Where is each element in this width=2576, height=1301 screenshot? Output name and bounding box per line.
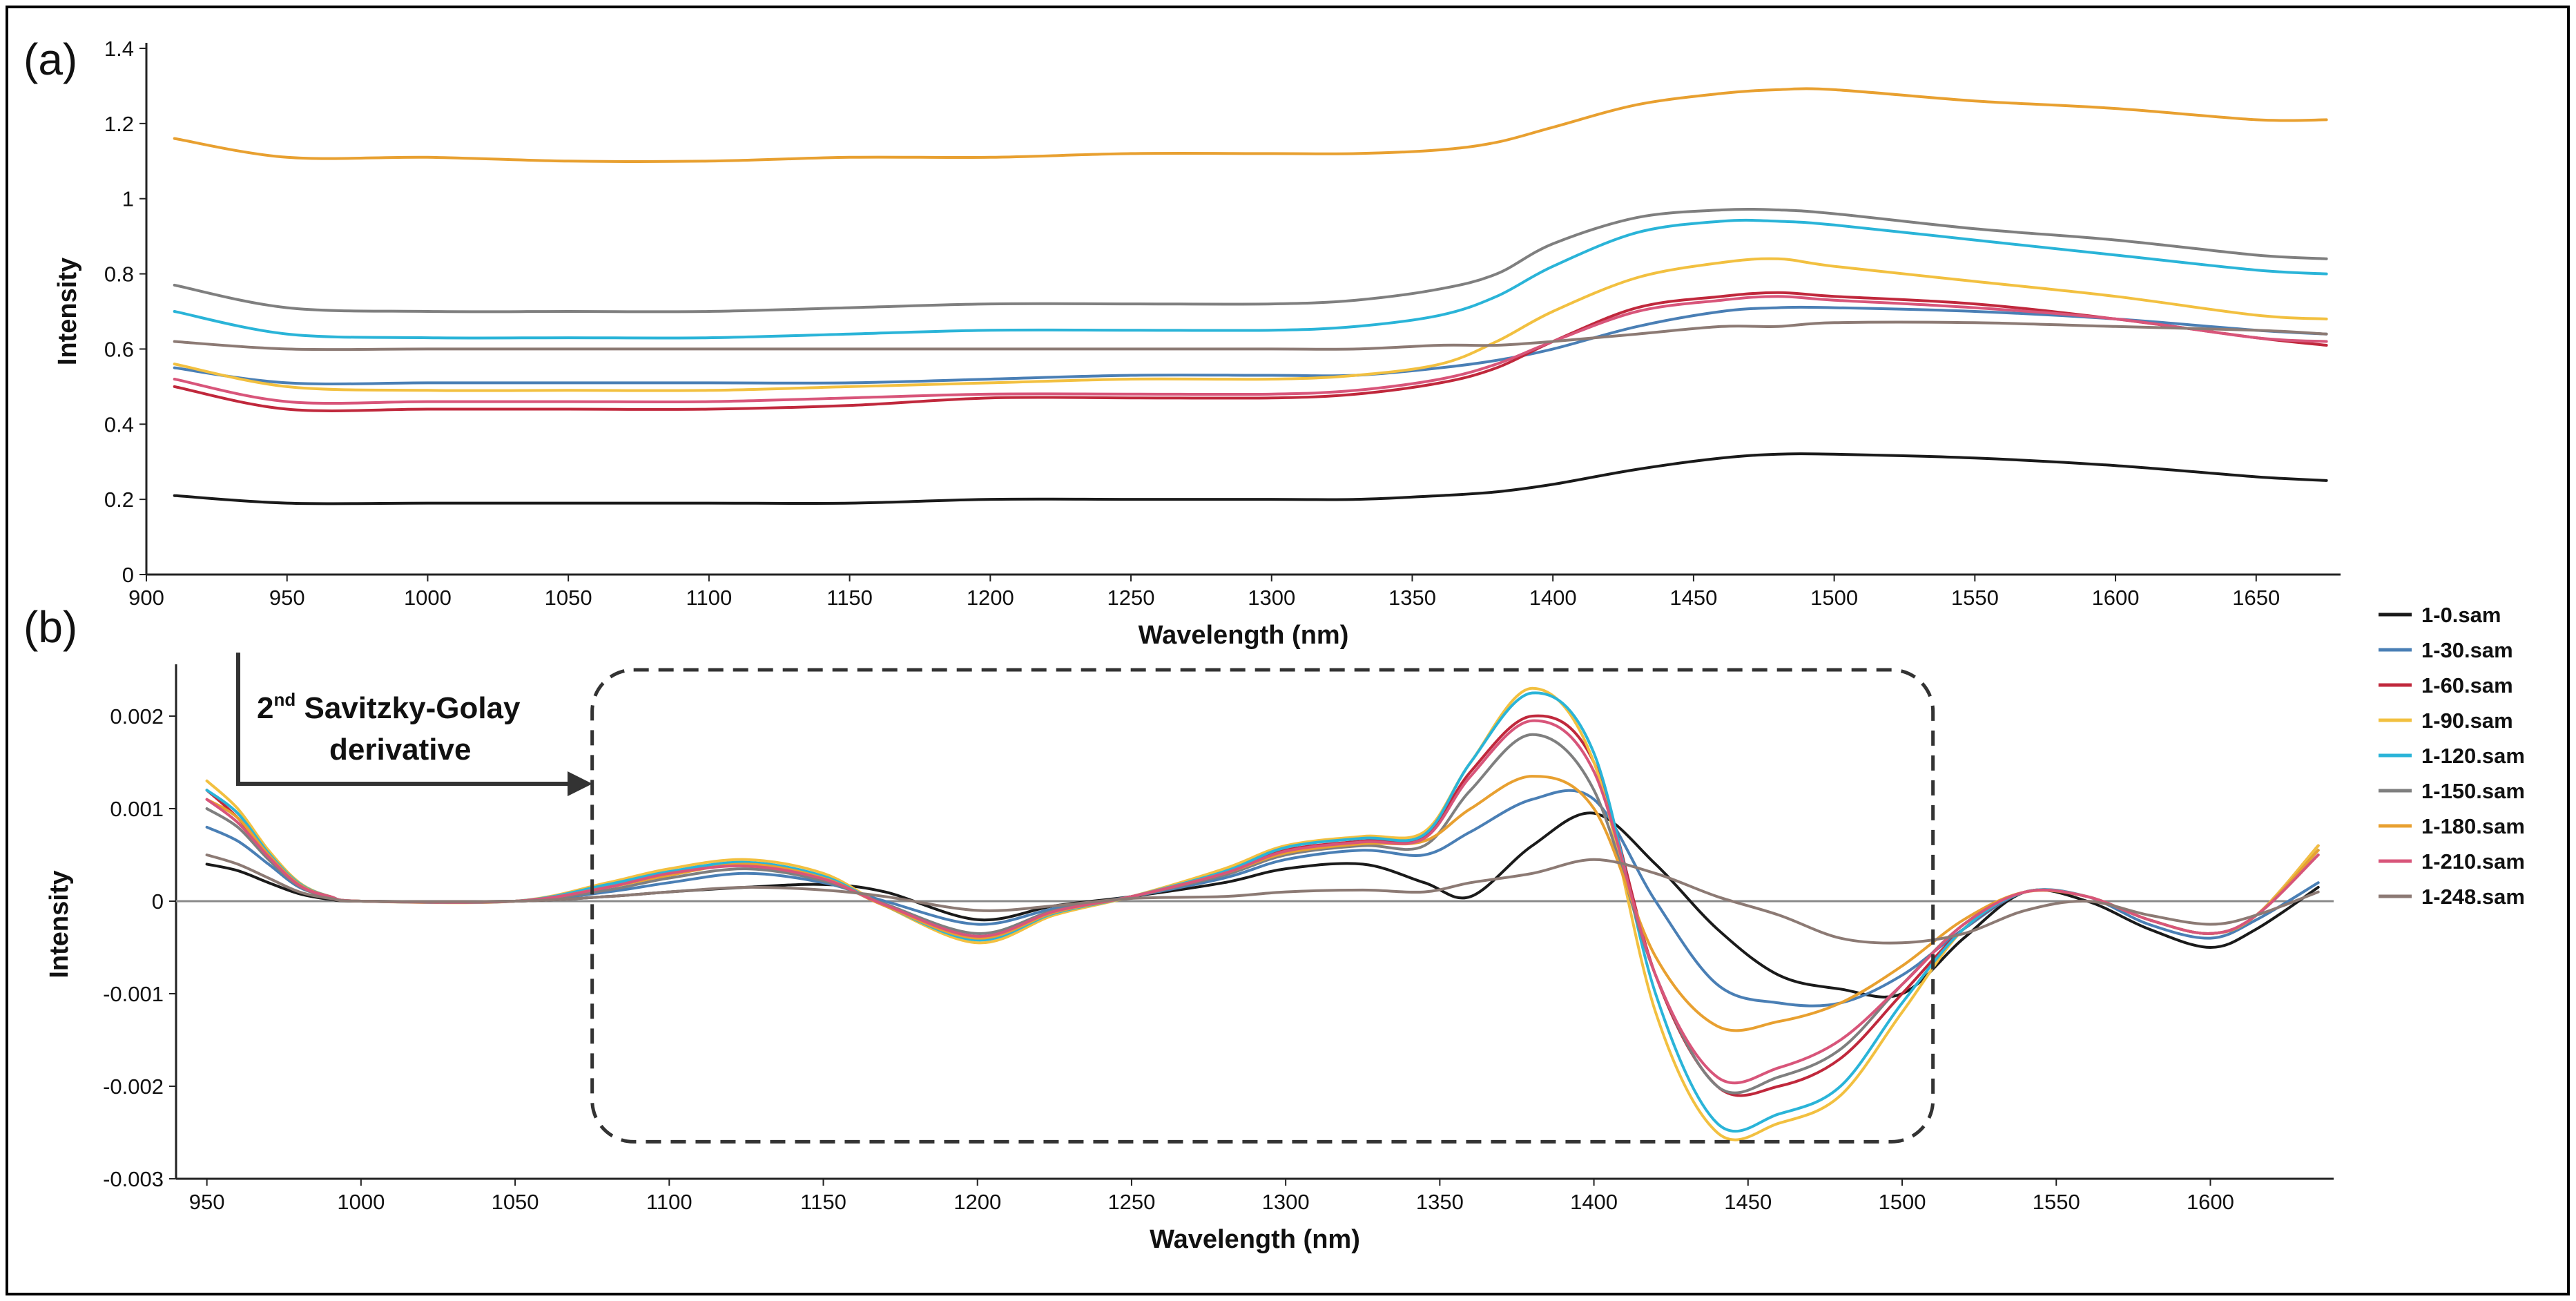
x-tick-label: 1500 — [1879, 1190, 1926, 1214]
x-tick-label: 1350 — [1416, 1190, 1464, 1214]
x-tick-label: 1350 — [1388, 586, 1436, 610]
y-tick-label: 0.4 — [104, 412, 134, 436]
highlight-region-box — [590, 668, 1935, 1144]
x-tick-label: 1150 — [800, 1190, 846, 1214]
annotation-superscript: nd — [273, 689, 296, 710]
x-tick-label: 1100 — [646, 1190, 693, 1214]
y-tick-label: 0.2 — [104, 488, 134, 512]
x-tick-label: 1100 — [686, 586, 733, 610]
y-tick-label: 0.6 — [104, 337, 134, 361]
legend-label: 1-30.sam — [2421, 638, 2513, 662]
x-tick-label: 1000 — [337, 1190, 385, 1214]
annotation-line-1: 2nd Savitzky-Golay — [257, 689, 521, 725]
x-tick-label: 1550 — [1951, 586, 1999, 610]
series-line-1-210-sam — [173, 295, 2328, 405]
panel-a-x-axis-title: Wavelength (nm) — [1139, 621, 1349, 650]
y-tick-label: 1 — [122, 187, 134, 211]
y-tick-label: -0.001 — [103, 982, 164, 1006]
legend-label: 1-248.sam — [2421, 885, 2525, 909]
series-line-1-150-sam — [173, 207, 2328, 314]
x-tick-label: 1600 — [2092, 586, 2140, 610]
panel-label-b: (b) — [23, 602, 77, 652]
panel-a: (a) 900 950 1000 1050 1100 1150 1200 1250 1300 13… — [23, 35, 2341, 650]
series-line-1-0-sam — [173, 452, 2328, 505]
y-tick-label: 0.001 — [110, 797, 164, 821]
x-tick-label: 1150 — [826, 586, 873, 610]
annotation-number: 2 — [257, 691, 273, 725]
y-tick-label: 1.2 — [104, 112, 134, 136]
x-tick-label: 950 — [269, 586, 305, 610]
y-tick-label: 0 — [152, 889, 164, 914]
x-tick-label: 1450 — [1669, 586, 1717, 610]
x-tick-label: 1200 — [953, 1190, 1001, 1214]
annotation-method: Savitzky-Golay — [296, 691, 521, 725]
legend-label: 1-180.sam — [2421, 814, 2525, 838]
panel-a-series — [173, 87, 2328, 505]
y-tick-label: 0.8 — [104, 262, 134, 287]
annotation-line-2: derivative — [329, 733, 471, 767]
x-tick-label: 1250 — [1107, 586, 1155, 610]
legend-label: 1-90.sam — [2421, 709, 2513, 733]
series-line-1-248-sam — [173, 320, 2328, 351]
x-tick-label: 1000 — [404, 586, 452, 610]
series-line-1-248-sam — [205, 854, 2320, 945]
x-tick-label: 1400 — [1529, 586, 1577, 610]
x-tick-label: 1500 — [1810, 586, 1858, 610]
x-tick-label: 900 — [128, 586, 164, 610]
y-tick-label: -0.002 — [103, 1074, 164, 1099]
panel-b-y-axis-title: Intensity — [45, 870, 74, 978]
x-tick-label: 1450 — [1724, 1190, 1772, 1214]
legend-label: 1-120.sam — [2421, 744, 2525, 768]
x-tick-label: 1050 — [545, 586, 592, 610]
y-tick-label: 0.002 — [110, 704, 164, 729]
arrowhead-icon — [568, 771, 592, 796]
x-tick-label: 1050 — [492, 1190, 539, 1214]
panel-label-a: (a) — [23, 35, 77, 84]
x-tick-label: 950 — [189, 1190, 225, 1214]
legend: 1-0.sam 1-30.sam 1-60.sam 1-90.sam 1-120.sam… — [2379, 603, 2525, 909]
x-tick-label: 1550 — [2033, 1190, 2080, 1214]
y-tick-label: -0.003 — [103, 1167, 164, 1191]
series-line-1-180-sam — [173, 87, 2328, 163]
series-line-1-90-sam — [173, 257, 2328, 392]
derivative-annotation: 2nd Savitzky-Golay derivative — [236, 653, 592, 796]
y-tick-label: 0 — [122, 563, 134, 587]
x-tick-label: 1200 — [967, 586, 1014, 610]
series-line-1-60-sam — [173, 291, 2328, 412]
y-tick-label: 1.4 — [104, 37, 134, 61]
x-tick-label: 1650 — [2232, 586, 2280, 610]
panel-b-series — [205, 686, 2320, 1141]
x-tick-label: 1600 — [2187, 1190, 2234, 1214]
legend-label: 1-0.sam — [2421, 603, 2501, 627]
legend-label: 1-60.sam — [2421, 673, 2513, 697]
panel-a-y-axis-title: Intensity — [53, 258, 82, 365]
series-line-1-120-sam — [173, 218, 2328, 340]
x-tick-label: 1300 — [1248, 586, 1295, 610]
panel-b: (b) 950 1000 1050 1100 1150 1200 1250 1300 1350 1… — [23, 602, 2334, 1254]
x-tick-label: 1250 — [1107, 1190, 1155, 1214]
panel-b-x-axis-title: Wavelength (nm) — [1150, 1225, 1360, 1254]
annotation-arrow — [236, 653, 573, 786]
x-tick-label: 1300 — [1262, 1190, 1310, 1214]
legend-label: 1-150.sam — [2421, 779, 2525, 803]
x-tick-label: 1400 — [1570, 1190, 1618, 1214]
legend-label: 1-210.sam — [2421, 849, 2525, 874]
panel-a-axes: 900 950 1000 1050 1100 1150 1200 1250 1300 1350 14… — [104, 37, 2341, 610]
panel-b-axes: 950 1000 1050 1100 1150 1200 1250 1300 1350 1400 1… — [103, 664, 2334, 1214]
figure-border — [6, 6, 2570, 1295]
